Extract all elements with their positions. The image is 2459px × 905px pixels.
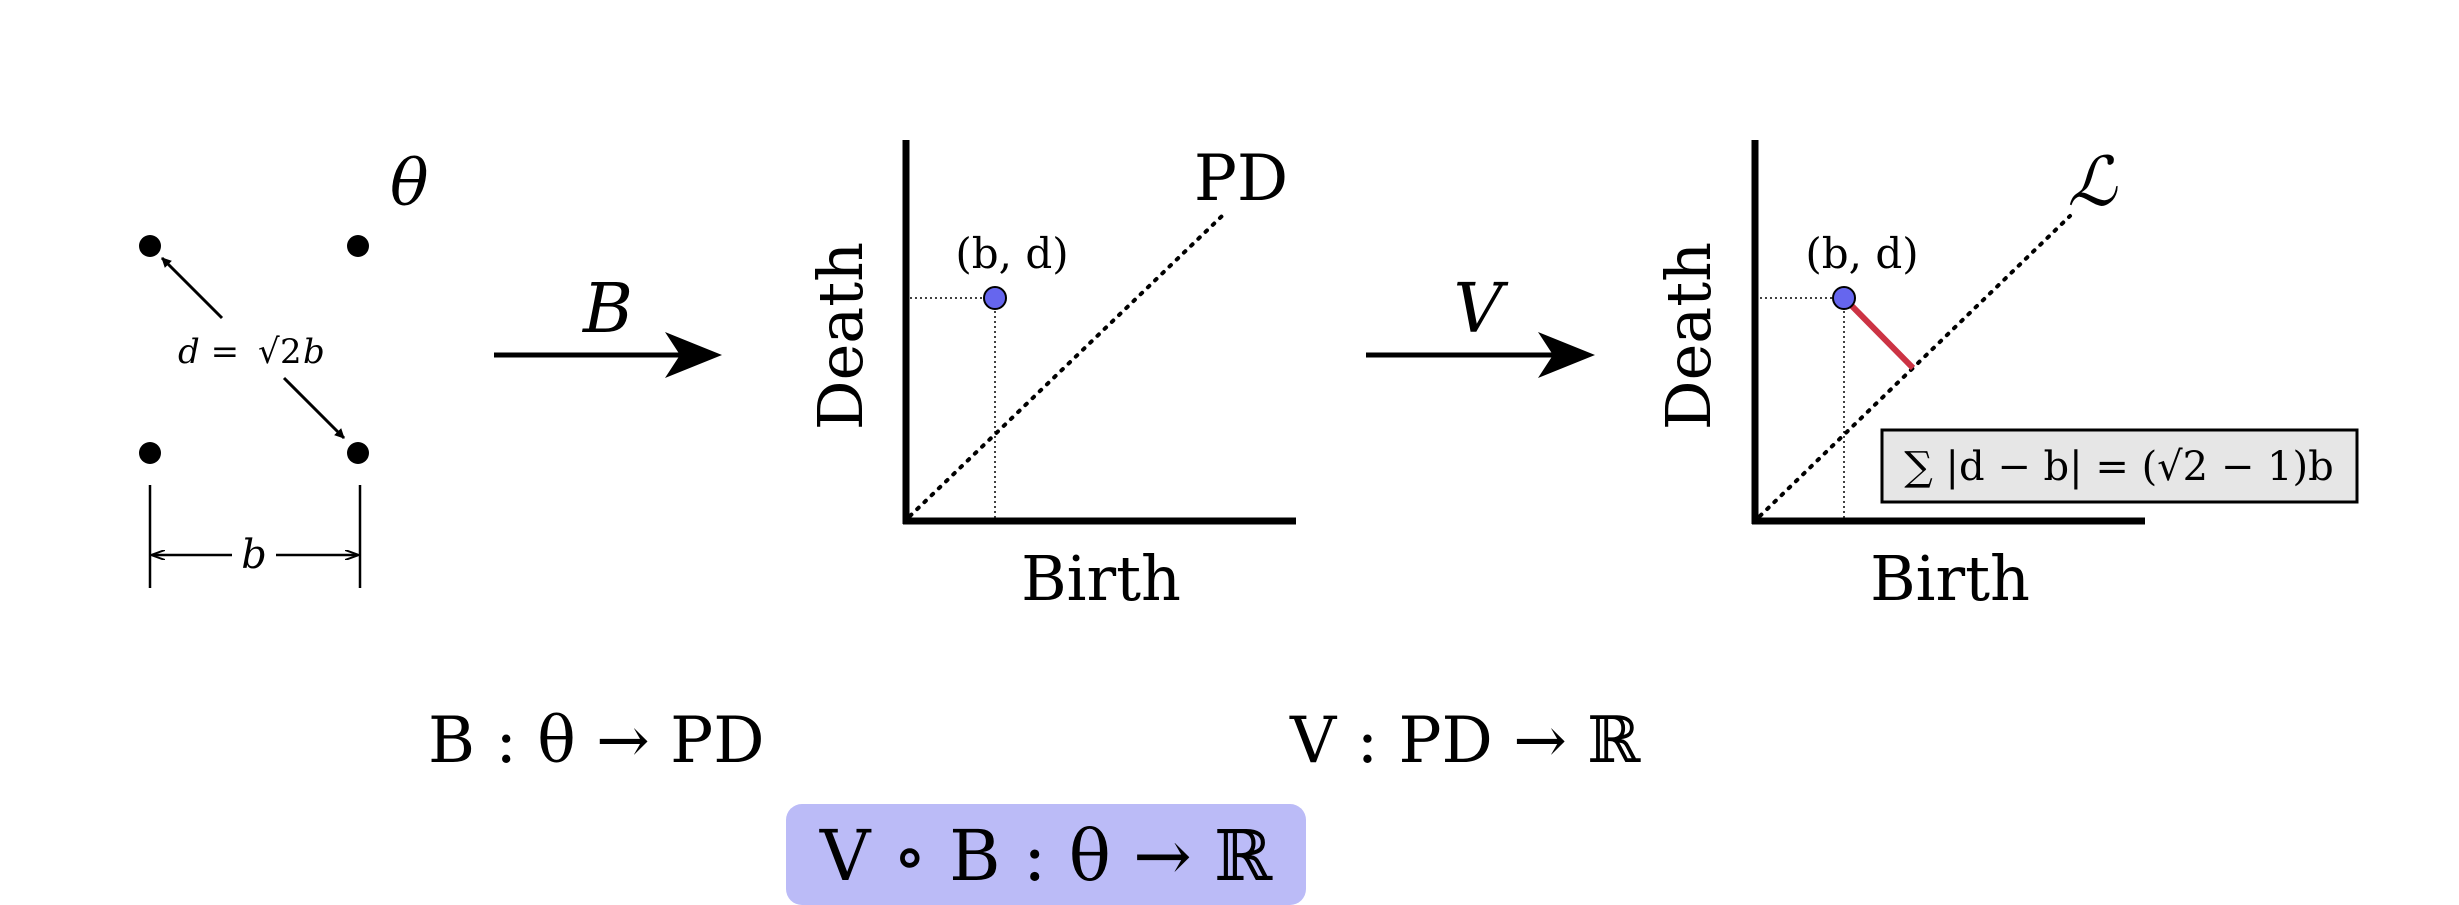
arrow-b-label: B	[581, 270, 633, 349]
pd-point-label: (b, d)	[955, 229, 1068, 278]
diagonal-line	[908, 214, 1224, 518]
distance-label: d = √ 2 b	[178, 332, 325, 372]
arrow-v-label: V	[1453, 270, 1508, 349]
point-top-right	[347, 235, 369, 257]
equations: B : θ → PD V : PD → ℝ V ∘ B : θ → ℝ	[428, 704, 1641, 905]
formula-text: ∑ |d − b| = (√2 − 1)b	[1904, 444, 2333, 490]
l-xlabel: Birth	[1870, 542, 2030, 615]
v-map-equation: V : PD → ℝ	[1289, 704, 1641, 778]
point-top-left	[139, 235, 161, 257]
point-cloud-panel: θ d = √ 2 b b	[139, 147, 429, 588]
svg-text:d =: d =	[178, 332, 239, 372]
diagonal-line	[1758, 214, 2072, 518]
pd-corner-label: PD	[1194, 142, 1288, 216]
diagonal-arrow-down	[282, 376, 346, 440]
persistence-diagram-panel: (b, d) PD Death Birth	[804, 140, 1296, 615]
b-map-equation: B : θ → PD	[428, 704, 765, 778]
svg-text:√: √	[258, 332, 280, 372]
composite-equation: V ∘ B : θ → ℝ	[819, 815, 1273, 897]
l-ylabel: Death	[1652, 242, 1725, 430]
svg-text:2: 2	[280, 332, 302, 372]
arrow-b: B	[494, 270, 722, 378]
width-label: b	[241, 532, 267, 578]
width-dimension: b	[148, 485, 362, 588]
svg-text:b: b	[303, 332, 325, 372]
pd-point	[983, 286, 1007, 310]
l-point	[1832, 286, 1856, 310]
pd-ylabel: Death	[804, 242, 877, 430]
point-bottom-right	[347, 442, 369, 464]
arrow-v: V	[1366, 270, 1595, 378]
l-point-label: (b, d)	[1805, 229, 1918, 278]
diagonal-arrow-up	[160, 256, 224, 320]
l-corner-label: ℒ	[2068, 143, 2119, 222]
composite-highlight	[786, 804, 1306, 905]
formula-box: ∑ |d − b| = (√2 − 1)b	[1880, 428, 2359, 504]
theta-label: θ	[390, 147, 429, 221]
point-bottom-left	[139, 442, 161, 464]
pd-xlabel: Birth	[1021, 542, 1181, 615]
loss-diagram-panel: (b, d) ℒ Death Birth ∑ |d − b| = (√2 − 1…	[1652, 140, 2359, 615]
distance-segment	[1843, 297, 1916, 371]
